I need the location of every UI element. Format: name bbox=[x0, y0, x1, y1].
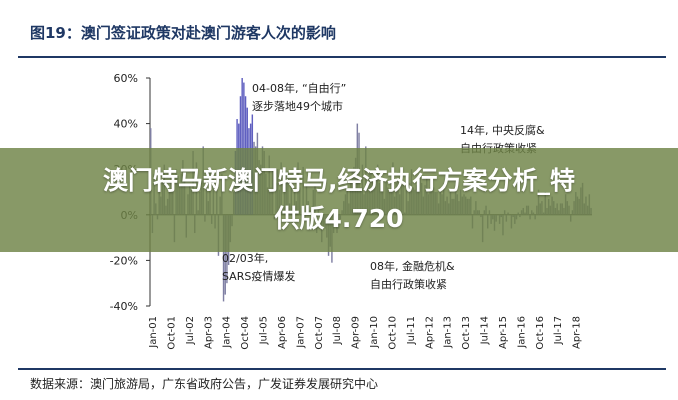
x-tick-label: Oct-10 bbox=[387, 316, 398, 350]
chart-bar bbox=[241, 78, 243, 215]
x-tick-label: Apr-15 bbox=[498, 316, 509, 349]
x-tick-label: Jul-14 bbox=[480, 316, 491, 345]
annotation-line-1: 02/03年, bbox=[222, 251, 268, 265]
figure-title: 图19：澳门签证政策对赴澳门游客人次的影响 bbox=[30, 24, 336, 42]
x-tick-label: Oct-07 bbox=[314, 316, 325, 350]
x-tick-label: Jul-02 bbox=[185, 316, 196, 345]
x-tick-label: Jan-10 bbox=[369, 316, 380, 349]
annotation-line-2: 逐步落地49个城市 bbox=[252, 99, 343, 113]
x-tick-label: Oct-13 bbox=[461, 316, 472, 350]
x-tick-label: Oct-04 bbox=[240, 316, 251, 350]
x-tick-label: Jan-07 bbox=[295, 316, 306, 349]
x-tick-label: Jul-11 bbox=[406, 316, 417, 345]
y-tick-label: -40% bbox=[110, 300, 138, 313]
x-tick-label: Jan-01 bbox=[148, 316, 159, 349]
x-tick-label: Jan-04 bbox=[222, 316, 233, 349]
x-tick-label: Apr-09 bbox=[351, 316, 362, 349]
overlay-banner: 澳门特马新澳门特马,经济执行方案分析_特 供版4.720 bbox=[0, 148, 678, 252]
bottom-rule bbox=[18, 368, 666, 370]
x-tick-label: Oct-16 bbox=[535, 316, 546, 350]
annotation-line-2: SARS疫情爆发 bbox=[222, 269, 295, 283]
chart-bar bbox=[222, 214, 225, 302]
x-tick-label: Oct-01 bbox=[166, 316, 177, 350]
y-tick-label: 40% bbox=[114, 118, 138, 131]
y-tick-label: 60% bbox=[114, 72, 138, 85]
banner-line-2: 供版4.720 bbox=[274, 204, 404, 233]
y-tick-label: -20% bbox=[110, 254, 138, 267]
x-tick-label: Apr-12 bbox=[424, 316, 435, 349]
chart-bar bbox=[224, 214, 226, 295]
annotation-line-1: 08年, 金融危机& bbox=[370, 259, 455, 273]
annotation-line-1: 04-08年, “自由行” bbox=[252, 81, 346, 95]
x-tick-label: Apr-03 bbox=[203, 316, 214, 349]
x-tick-label: Jan-13 bbox=[443, 316, 454, 349]
x-tick-label: Jul-08 bbox=[332, 316, 343, 345]
x-tick-label: Apr-18 bbox=[572, 316, 583, 349]
x-tick-label: Jan-16 bbox=[516, 316, 527, 349]
x-tick-label: Apr-06 bbox=[277, 316, 288, 349]
annotation-line-1: 14年, 中央反腐& bbox=[460, 123, 545, 137]
x-tick-label: Jul-05 bbox=[259, 316, 270, 345]
annotation-line-2: 自由行政策收紧 bbox=[370, 277, 447, 291]
source-note: 数据来源：澳门旅游局，广东省政府公告，广发证券发展研究中心 bbox=[30, 377, 379, 391]
top-rule bbox=[18, 56, 666, 58]
x-tick-label: Jul-17 bbox=[553, 316, 564, 345]
banner-line-1: 澳门特马新澳门特马,经济执行方案分析_特 bbox=[103, 166, 575, 195]
